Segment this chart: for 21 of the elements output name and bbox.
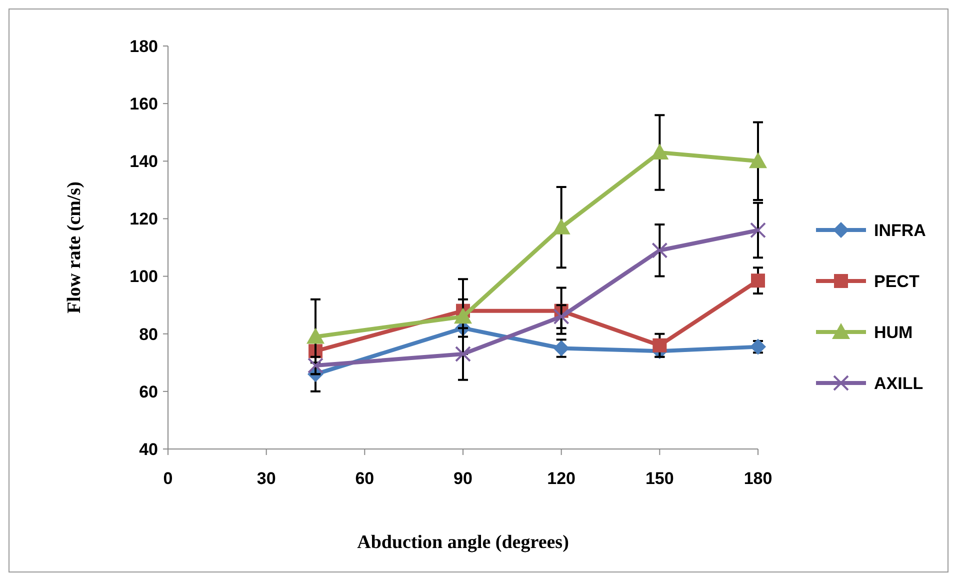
x-tick-label: 150 (645, 469, 674, 488)
x-tick-label: 30 (256, 469, 276, 488)
legend-label: PECT (874, 272, 920, 291)
y-tick-label: 60 (139, 382, 158, 402)
x-tick-label: 90 (454, 469, 472, 488)
y-tick-label: 40 (139, 440, 158, 459)
y-tick-label: 180 (130, 36, 158, 56)
y-tick-label: 140 (130, 152, 158, 172)
y-tick-label: 100 (130, 267, 158, 286)
x-tick-label: 0 (163, 469, 173, 488)
legend-label: HUM (874, 322, 913, 342)
y-tick-label: 160 (130, 94, 158, 114)
x-axis-title: Abduction angle (degrees) (357, 532, 569, 553)
x-tick-label: 120 (547, 469, 576, 488)
x-tick-label: 60 (355, 469, 374, 488)
y-tick-label: 120 (130, 210, 158, 229)
x-tick-label: 180 (744, 469, 772, 488)
y-axis-title: Flow rate (cm/s) (64, 182, 85, 314)
legend-label: INFRA (874, 220, 926, 240)
y-tick-label: 80 (139, 324, 158, 344)
legend-label: AXILL (874, 374, 924, 393)
